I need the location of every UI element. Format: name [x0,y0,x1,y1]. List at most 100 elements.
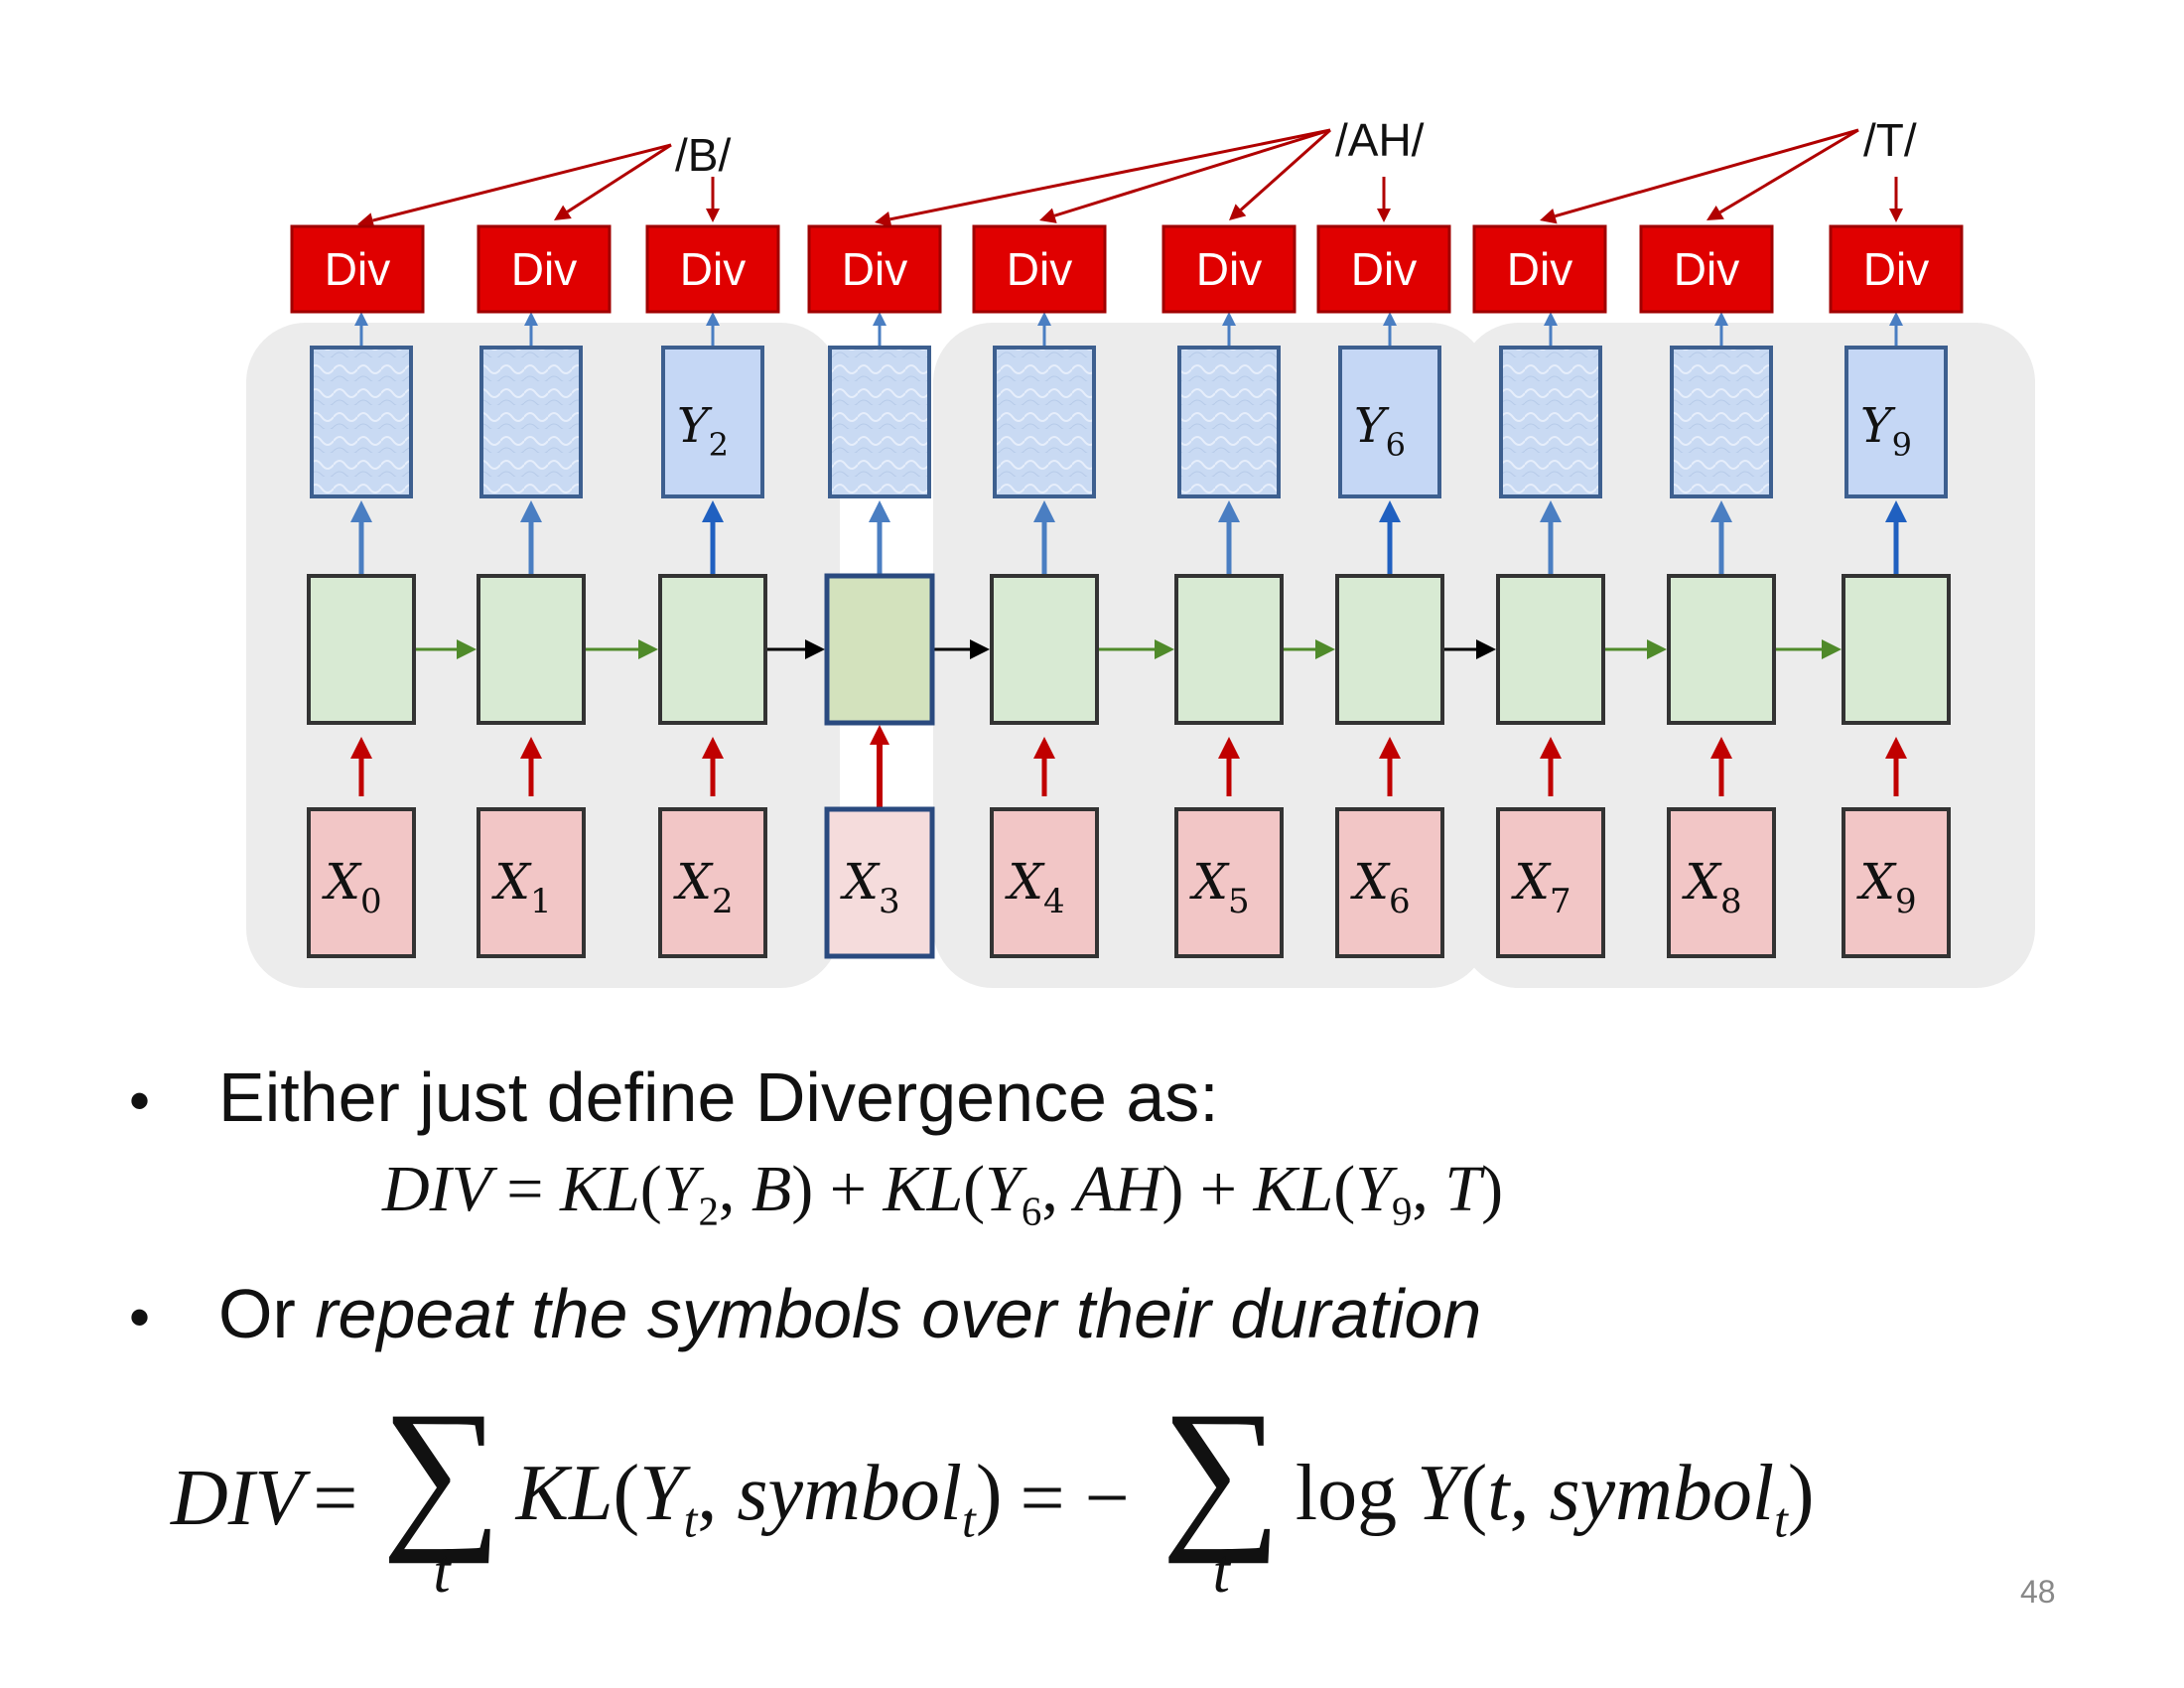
phoneme-arrow [554,143,672,220]
div-box [645,224,780,314]
input-box [1842,807,1951,958]
output-to-div-arrow [873,312,887,346]
equation-2: DIV = ∑ t KL(Yt, symbolt) = − ∑ t log Y(… [171,1377,1815,1606]
phoneme-arrow [357,143,672,228]
input-label: X8 [1681,853,1741,921]
eq1-term-2: KL(Y6, AH) [883,1153,1184,1234]
input-box [824,806,935,959]
input-box [658,807,767,958]
div-label: Div [1507,243,1572,295]
input-box [477,807,586,958]
hidden-to-output-arrow [1379,500,1401,574]
output-to-div-arrow [1889,312,1903,346]
div-box [477,224,612,314]
hidden-box [1496,574,1605,725]
recurrent-arrow [934,639,990,659]
recurrent-arrow [586,639,658,659]
input-to-hidden-arrow [1033,737,1055,796]
phoneme-label-1: /AH/ [1335,114,1425,166]
div-label: Div [1007,243,1072,295]
bullet-dot: • [129,1284,151,1350]
div-label: Div [680,243,746,295]
div-label: Div [325,243,390,295]
output-to-div-arrow [524,312,538,346]
phoneme-arrow [875,128,1331,227]
eq2-term-1: KL(Yt, symbolt) [515,1450,1003,1548]
output-box [1670,346,1773,498]
eq2-sum-1: ∑ t [381,1377,502,1606]
output-box [993,346,1096,498]
div-box [807,224,942,314]
output-to-div-arrow [1037,312,1051,346]
recurrent-arrow [1099,639,1174,659]
output-box [1844,346,1948,498]
div-label: Div [511,243,577,295]
bullet-2-prefix: Or [218,1275,316,1352]
output-box [1177,346,1281,498]
equation-1: DIV = KL(Y2, B) + KL(Y6, AH) + KL(Y9, T) [382,1153,1504,1234]
bullet-1: • Either just define Divergence as: [129,1057,2065,1137]
output-to-div-arrow [1544,312,1558,346]
bullet-2: • Or repeat the symbols over their durat… [129,1274,2065,1353]
hidden-box [1842,574,1951,725]
input-box [307,807,416,958]
output-box [310,346,413,498]
input-box [1496,807,1605,958]
input-box [1335,807,1444,958]
output-to-div-arrow [1714,312,1728,346]
input-to-hidden-arrow [870,725,889,809]
hidden-to-output-arrow [1540,500,1562,574]
div-box [1829,224,1964,314]
phoneme-arrow [1039,128,1331,223]
div-label: Div [1351,243,1417,295]
recurrent-arrow [767,639,825,659]
div-label: Div [1863,243,1929,295]
div-box [1472,224,1607,314]
input-box [990,807,1099,958]
eq2-term-2: log Y(t, symbolt) [1295,1450,1815,1548]
bullet-1-text: Either just define Divergence as: [218,1058,1219,1136]
hidden-box [990,574,1099,725]
phoneme-arrow [1540,128,1859,224]
recurrent-arrow [1605,639,1667,659]
input-box [1174,807,1284,958]
div-box [1639,224,1774,314]
recurrent-arrow [1444,639,1496,659]
div-box [972,224,1107,314]
hidden-box [1667,574,1776,725]
output-box [1338,346,1441,498]
input-to-hidden-arrow [1540,737,1562,796]
hidden-to-output-arrow [350,500,372,574]
rnn-diagram: Div Div Div Div Div Div Div Div Div Div/B/ /AH/ /T/… [246,114,2035,988]
hidden-to-output-arrow [869,500,890,574]
input-to-hidden-arrow [350,737,372,796]
eq2-lhs: DIV [171,1455,304,1542]
output-box [1499,346,1602,498]
output-to-div-arrow [1383,312,1397,346]
hidden-box [824,573,935,726]
input-to-hidden-arrow [1218,737,1240,796]
output-to-div-arrow [1222,312,1236,346]
phoneme-arrow [1229,128,1331,220]
div-label: Div [1196,243,1262,295]
output-to-div-arrow [706,312,720,346]
phoneme-label-0: /B/ [675,129,731,181]
recurrent-arrow [416,639,477,659]
div-box [1161,224,1297,314]
input-to-hidden-arrow [702,737,724,796]
input-to-hidden-arrow [520,737,542,796]
eq1-term-3: KL(Y9, T) [1253,1153,1504,1234]
phoneme-arrow [1377,177,1391,222]
output-box [479,346,583,498]
div-label: Div [1674,243,1739,295]
page-number: 48 [2020,1574,2056,1610]
phoneme-arrow [706,177,720,222]
eq1-term-1: KL(Y2, B) [560,1153,814,1234]
bullet-dot: • [129,1067,151,1134]
hidden-box [477,574,586,725]
output-box [661,346,764,498]
eq1-lhs: DIV [382,1153,490,1225]
hidden-to-output-arrow [1885,500,1907,574]
phoneme-arrow [1889,177,1903,222]
